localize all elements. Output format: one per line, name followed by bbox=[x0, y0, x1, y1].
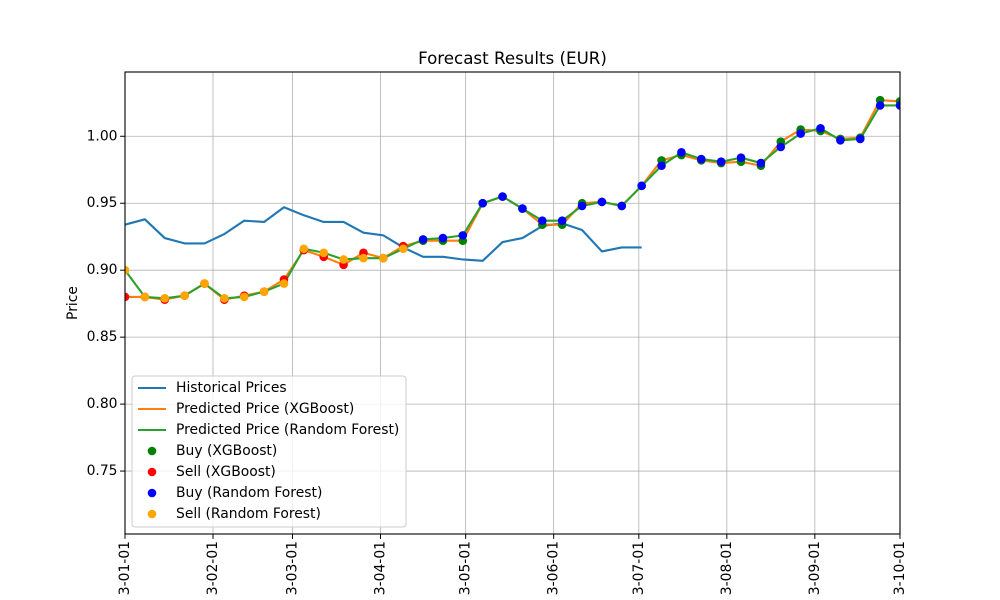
marker-buy-random-forest bbox=[855, 134, 865, 144]
y-tick-label: 0.85 bbox=[87, 329, 118, 345]
legend-label: Predicted Price (Random Forest) bbox=[176, 422, 399, 438]
marker-buy-random-forest bbox=[557, 216, 567, 225]
marker-sell-random-forest bbox=[398, 244, 408, 254]
marker-buy-random-forest bbox=[716, 157, 726, 167]
x-tick-label: 3-10-01 bbox=[892, 541, 908, 595]
markers-buy-random-forest bbox=[418, 101, 900, 244]
y-tick-label: 0.95 bbox=[87, 195, 118, 211]
marker-sell-random-forest bbox=[160, 294, 170, 303]
marker-buy-random-forest bbox=[617, 201, 627, 211]
x-tick-label: 3-06-01 bbox=[546, 541, 562, 595]
marker-sell-random-forest bbox=[339, 255, 348, 264]
marker-sell-random-forest bbox=[319, 248, 329, 258]
grid bbox=[124, 72, 901, 534]
marker-buy-random-forest bbox=[736, 153, 746, 163]
y-tick-label: 0.75 bbox=[87, 463, 118, 479]
marker-buy-random-forest bbox=[637, 181, 646, 191]
marker-sell-xgboost bbox=[125, 292, 130, 302]
legend-item-buy-random-forest: Buy (Random Forest) bbox=[147, 485, 322, 501]
marker-sell-random-forest bbox=[140, 292, 150, 302]
marker-sell-random-forest bbox=[125, 265, 130, 275]
y-axis-label: Price bbox=[65, 286, 81, 320]
marker-buy-random-forest bbox=[478, 198, 487, 208]
marker-buy-random-forest bbox=[776, 142, 786, 152]
legend-marker-swatch bbox=[147, 509, 157, 519]
marker-sell-random-forest bbox=[379, 253, 388, 263]
marker-buy-random-forest bbox=[895, 101, 900, 110]
marker-sell-random-forest bbox=[359, 253, 368, 263]
markers-sell-random-forest bbox=[125, 244, 408, 303]
marker-buy-random-forest bbox=[657, 161, 666, 171]
marker-buy-random-forest bbox=[577, 201, 587, 211]
series-line-predicted-price-random-forest bbox=[125, 104, 900, 300]
legend-item-buy-xgboost: Buy (XGBoost) bbox=[147, 443, 277, 459]
marker-sell-random-forest bbox=[279, 279, 289, 288]
marker-buy-random-forest bbox=[538, 216, 547, 225]
legend-label: Buy (XGBoost) bbox=[176, 443, 277, 459]
x-tick-label: 3-05-01 bbox=[458, 541, 474, 595]
marker-buy-random-forest bbox=[597, 197, 607, 207]
x-tick-label: 3-07-01 bbox=[631, 541, 647, 595]
marker-sell-random-forest bbox=[299, 244, 309, 254]
legend-frame bbox=[131, 375, 407, 528]
marker-sell-random-forest bbox=[220, 294, 229, 303]
legend-item-historical-prices: Historical Prices bbox=[138, 380, 287, 396]
x-tick-label: 3-03-01 bbox=[284, 541, 300, 595]
legend-label: Sell (Random Forest) bbox=[176, 506, 321, 522]
marker-buy-random-forest bbox=[418, 235, 428, 244]
legend-marker-swatch bbox=[147, 446, 157, 456]
x-tick-label: 3-09-01 bbox=[807, 541, 823, 595]
chart-title: Forecast Results (EUR) bbox=[418, 48, 607, 68]
legend-marker-swatch bbox=[147, 467, 157, 477]
y-tick-label: 0.80 bbox=[87, 396, 118, 412]
marker-sell-random-forest bbox=[259, 287, 269, 296]
legend: Historical Prices Predicted Price (XGBoos… bbox=[131, 375, 407, 528]
plot-area bbox=[125, 95, 900, 304]
marker-sell-random-forest bbox=[200, 279, 209, 288]
x-tick-label: 3-04-01 bbox=[372, 541, 388, 595]
marker-sell-random-forest bbox=[239, 292, 249, 302]
y-tick-label: 0.90 bbox=[87, 262, 118, 278]
marker-buy-random-forest bbox=[677, 148, 686, 157]
marker-buy-random-forest bbox=[836, 135, 845, 145]
axes: 3-01-01 3-02-01 3-03-01 3-04-01 3-05-01 3-06-… bbox=[87, 71, 908, 595]
x-tick-label: 3-08-01 bbox=[719, 541, 735, 595]
marker-buy-random-forest bbox=[518, 204, 527, 213]
legend-marker-swatch bbox=[147, 488, 157, 498]
legend-label: Predicted Price (XGBoost) bbox=[176, 401, 354, 417]
legend-item-sell-xgboost: Sell (XGBoost) bbox=[147, 464, 276, 480]
x-tick-label: 3-02-01 bbox=[205, 541, 221, 595]
marker-buy-random-forest bbox=[816, 123, 825, 133]
axes-frame bbox=[124, 71, 901, 535]
legend-item-predicted-price-random-forest: Predicted Price (Random Forest) bbox=[138, 422, 399, 438]
legend-item-sell-random-forest: Sell (Random Forest) bbox=[147, 506, 321, 522]
marker-buy-random-forest bbox=[498, 192, 507, 201]
marker-sell-random-forest bbox=[180, 291, 189, 300]
x-tick-label: 3-01-01 bbox=[117, 541, 133, 595]
marker-buy-random-forest bbox=[458, 231, 468, 240]
marker-buy-random-forest bbox=[756, 158, 766, 168]
marker-buy-random-forest bbox=[796, 129, 805, 138]
legend-label: Historical Prices bbox=[176, 380, 287, 396]
marker-buy-random-forest bbox=[875, 101, 885, 110]
marker-buy-random-forest bbox=[696, 154, 706, 164]
marker-buy-random-forest bbox=[438, 233, 448, 243]
legend-label: Sell (XGBoost) bbox=[176, 464, 276, 480]
legend-item-predicted-price-xgboost: Predicted Price (XGBoost) bbox=[138, 401, 354, 417]
y-tick-label: 1.00 bbox=[87, 128, 118, 144]
legend-label: Buy (Random Forest) bbox=[176, 485, 322, 501]
